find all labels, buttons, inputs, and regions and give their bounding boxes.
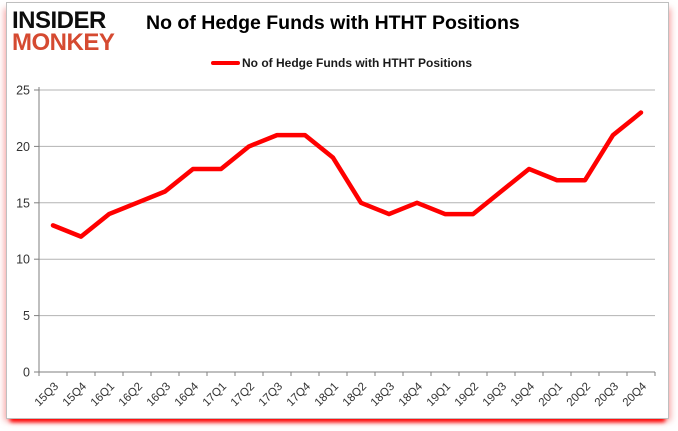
y-tick-label: 10 <box>16 253 30 267</box>
data-line-series <box>50 110 644 239</box>
y-tick-label: 5 <box>23 309 30 323</box>
logo-line-insider: INSIDER <box>12 7 106 34</box>
chart-card: INSIDER MONKEY No of Hedge Funds with HT… <box>6 2 669 419</box>
x-tick-label: 18Q4 <box>397 380 426 409</box>
x-tick-label: 16Q2 <box>117 381 145 409</box>
x-tick-label: 19Q1 <box>425 381 453 409</box>
x-tick-label: 16Q4 <box>173 380 202 409</box>
x-tick-label: 17Q3 <box>257 381 285 409</box>
x-tick-label: 19Q2 <box>453 381 481 409</box>
x-tick-label: 18Q1 <box>313 381 341 409</box>
y-tick-label: 25 <box>16 84 30 98</box>
x-tick-label: 19Q3 <box>481 381 509 409</box>
chart-title: No of Hedge Funds with HTHT Positions <box>146 12 520 34</box>
x-tick-label: 15Q4 <box>61 380 90 409</box>
x-tick-label: 16Q3 <box>145 381 173 409</box>
legend: No of Hedge Funds with HTHT Positions <box>211 55 472 71</box>
x-tick-label: 17Q1 <box>201 381 229 409</box>
legend-line-marker <box>211 61 240 65</box>
x-tick-label: 18Q2 <box>341 381 369 409</box>
insider-monkey-logo: INSIDER MONKEY <box>12 7 115 56</box>
y-tick-label: 15 <box>16 196 30 210</box>
x-tick-label: 16Q1 <box>89 381 117 409</box>
x-tick-label: 17Q4 <box>285 380 314 409</box>
x-tick-label: 17Q2 <box>229 381 257 409</box>
legend-label: No of Hedge Funds with HTHT Positions <box>242 56 472 70</box>
logo-line-monkey: MONKEY <box>12 29 115 56</box>
x-tick-label: 20Q1 <box>537 381 565 409</box>
x-tick-label: 19Q4 <box>509 380 538 409</box>
x-tick-label: 18Q3 <box>369 381 397 409</box>
x-tick-label: 20Q3 <box>593 381 621 409</box>
y-tick-label: 0 <box>23 366 30 380</box>
x-tick-label: 20Q4 <box>621 380 650 409</box>
y-tick-label: 20 <box>16 140 30 154</box>
x-tick-label: 20Q2 <box>565 381 593 409</box>
x-tick-label: 15Q3 <box>33 381 61 409</box>
